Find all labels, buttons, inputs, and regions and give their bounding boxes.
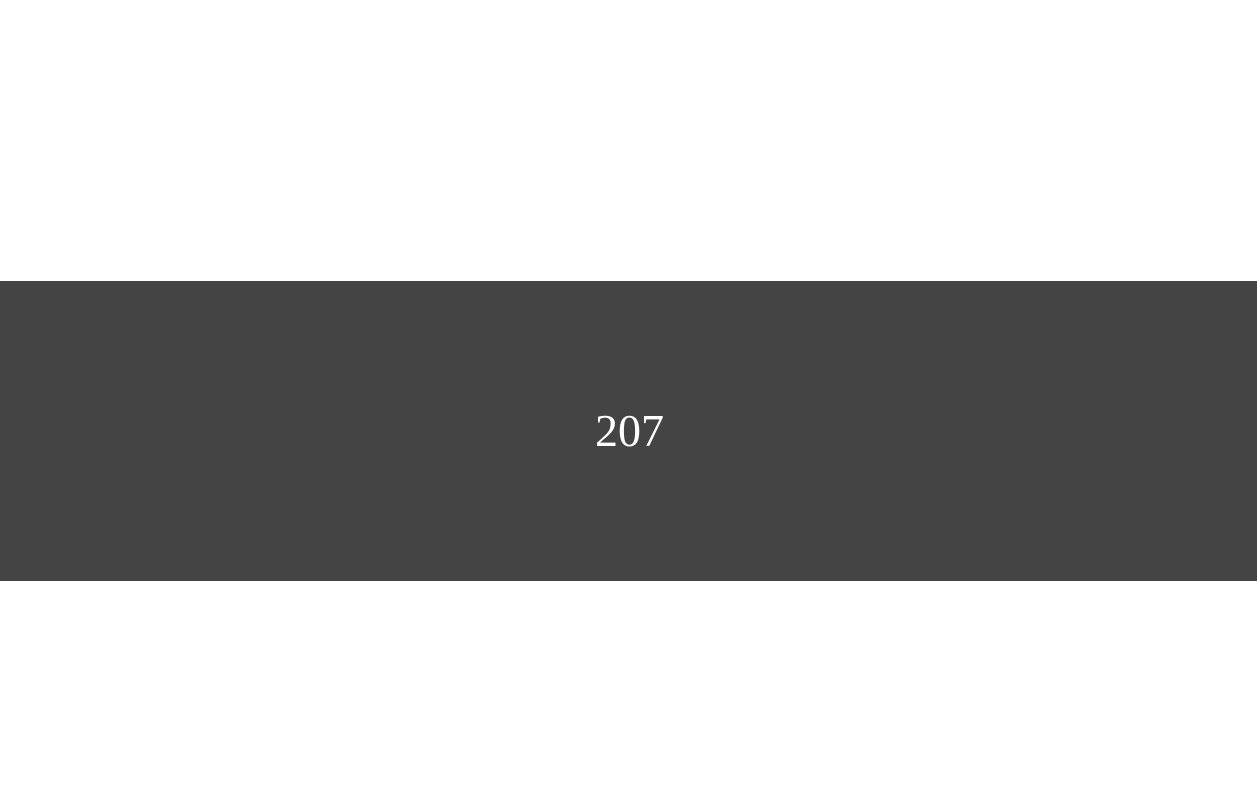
banner-value: 207 — [595, 405, 664, 456]
value-banner: 207 — [0, 281, 1257, 581]
